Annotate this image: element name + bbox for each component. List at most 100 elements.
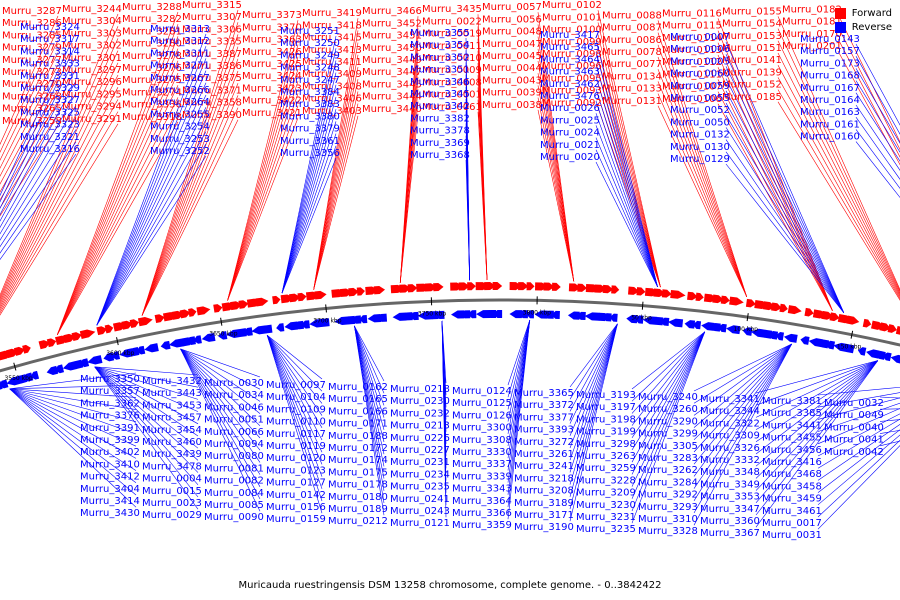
leader-line	[537, 73, 575, 282]
gene-label: Murru_3347	[700, 504, 760, 515]
gene-label: Murru_0051	[204, 415, 264, 426]
reverse-gene-arrow	[87, 355, 103, 365]
gene-label: Murru_3267	[150, 73, 210, 84]
axis-tick-label: 3750 kbp	[418, 310, 446, 317]
leader-line	[0, 38, 119, 301]
gene-label: Murru_0165	[328, 394, 388, 405]
forward-gene-arrow	[804, 307, 814, 317]
gene-label: Murru_0048	[482, 27, 542, 38]
leader-line	[281, 60, 337, 294]
gene-label: Murru_3352	[410, 52, 470, 63]
gene-label: Murru_3368	[410, 150, 470, 161]
forward-gene-arrow	[238, 300, 249, 309]
leader-line	[96, 82, 207, 326]
reverse-gene-arrow	[218, 331, 228, 340]
reverse-gene-arrow	[292, 320, 305, 330]
gene-label: Murru_3353	[700, 492, 760, 503]
leader-line	[465, 159, 470, 281]
gene-label: Murru_0173	[800, 58, 860, 69]
gene-label: Murru_0231	[390, 457, 450, 468]
gene-label: Murru_3260	[638, 404, 698, 415]
leader-line	[507, 320, 531, 410]
axis-tick-label: 3600 kbp	[106, 350, 134, 357]
leader-line	[0, 40, 59, 161]
gene-label: Murru_3325	[20, 107, 80, 118]
leader-line	[725, 78, 845, 313]
reverse-gene-arrow	[417, 311, 433, 320]
leader-line	[755, 360, 878, 418]
leader-line	[9, 388, 137, 435]
reverse-gene-arrow	[375, 313, 388, 322]
gene-label: Murru_0040	[824, 422, 884, 433]
gene-label: Murru_3360	[700, 516, 760, 527]
leader-line	[94, 366, 199, 437]
gene-label: Murru_3287	[2, 6, 62, 17]
gene-label: Murru_3309	[700, 431, 760, 442]
gene-label: Murru_3376	[80, 411, 140, 422]
gene-label: Murru_3386	[182, 61, 242, 72]
leader-line	[755, 360, 879, 528]
gene-label: Murru_3456	[762, 445, 822, 456]
leader-line	[266, 335, 323, 502]
gene-label: Murru_0114	[662, 33, 722, 44]
axis-tick-label: 3700 kbp	[313, 317, 341, 324]
reverse-gene-arrow	[882, 352, 892, 362]
leader-line	[855, 80, 900, 153]
gene-label: Murru_0006	[670, 44, 730, 55]
leader-line	[399, 113, 419, 283]
legend-forward: Forward	[834, 8, 892, 19]
leader-line	[855, 68, 900, 144]
reverse-gene-arrow	[30, 370, 40, 380]
leader-line	[180, 348, 261, 475]
reverse-gene-arrow	[584, 312, 600, 321]
gene-label: Murru_3253	[150, 134, 210, 145]
gene-label: Murru_3372	[514, 400, 574, 411]
reverse-gene-arrow	[309, 318, 324, 328]
gene-label: Murru_3378	[410, 126, 470, 137]
leader-line	[354, 325, 385, 504]
forward-gene-arrow	[712, 294, 724, 304]
gene-label: Murru_0116	[662, 8, 722, 19]
leader-line	[0, 31, 77, 197]
gene-label: Murru_3348	[700, 467, 760, 478]
gene-label: Murru_3373	[242, 10, 302, 21]
gene-label: Murru_3379	[280, 124, 340, 135]
gene-label: Murru_0039	[482, 88, 542, 99]
reverse-gene-arrow	[425, 311, 439, 320]
gene-label: Murru_3341	[700, 394, 760, 405]
leader-line	[693, 343, 792, 526]
reverse-gene-arrow	[342, 315, 356, 325]
leader-line	[569, 323, 618, 388]
leader-line	[281, 84, 337, 294]
gene-label: Murru_3333	[20, 59, 80, 70]
leader-line	[354, 325, 385, 491]
leader-line	[537, 36, 575, 282]
forward-gene-arrow	[846, 315, 860, 325]
gene-label: Murru_3346	[410, 77, 470, 88]
leader-line	[569, 323, 618, 424]
leader-line	[817, 424, 900, 481]
leader-line	[631, 331, 706, 426]
leader-line	[141, 119, 239, 316]
gene-label: Murru_3451	[362, 31, 422, 42]
leader-line	[354, 325, 385, 382]
gene-label: Murru_3270	[2, 79, 62, 90]
gene-label: Murru_3476	[540, 91, 600, 102]
gene-label: Murru_0141	[722, 55, 782, 66]
axis-tick	[13, 362, 17, 371]
gene-label: Murru_3295	[62, 89, 122, 100]
leader-line	[0, 64, 59, 177]
gene-label: Murru_3355	[410, 28, 470, 39]
reverse-gene-arrow	[808, 338, 824, 348]
leader-line	[755, 360, 879, 516]
gene-label: Murru_3412	[80, 472, 140, 483]
gene-label: Murru_3363	[242, 35, 302, 46]
leader-line	[725, 115, 845, 313]
gene-label: Murru_0094	[204, 439, 264, 450]
leader-line	[180, 348, 261, 390]
reverse-gene-arrow	[567, 311, 580, 320]
gene-label: Murru_3296	[62, 77, 122, 88]
gene-label: Murru_3294	[62, 102, 122, 113]
gene-label: Murru_0088	[602, 10, 662, 21]
gene-label: Murru_3349	[700, 479, 760, 490]
